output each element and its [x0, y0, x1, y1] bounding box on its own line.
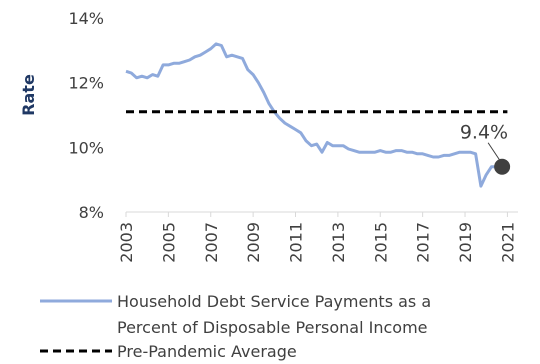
- y-tick-label: 10%: [68, 138, 104, 157]
- legend: Household Debt Service Payments as a Perc…: [40, 292, 431, 361]
- y-axis-label: Rate: [19, 74, 38, 116]
- y-axis-ticks: 8% 10% 12% 14%: [68, 9, 104, 222]
- annotation-leader: [487, 142, 501, 162]
- x-tick-label: 2003: [117, 222, 136, 263]
- series-line-debt-service: [125, 42, 503, 188]
- y-tick-label: 8%: [79, 203, 104, 222]
- legend-label-pre-pandemic-average: Pre-Pandemic Average: [117, 342, 297, 361]
- y-tick-label: 12%: [68, 74, 104, 93]
- annotation-marker: [494, 158, 511, 175]
- annotation-layer: 9.4%: [460, 122, 511, 175]
- x-tick-label: 2011: [287, 222, 306, 263]
- legend-label-debt-service: Household Debt Service Payments as a Perc…: [117, 292, 431, 337]
- x-tick-label: 2015: [371, 222, 390, 263]
- x-tick-label: 2007: [202, 222, 221, 263]
- x-tick-label: 2005: [159, 222, 178, 263]
- x-tick-label: 2009: [244, 222, 263, 263]
- x-tick-label: 2013: [329, 222, 348, 263]
- x-tick-label: 2021: [498, 222, 517, 263]
- x-tick-label: 2017: [414, 222, 433, 263]
- annotation-label: 9.4%: [460, 122, 508, 144]
- y-tick-label: 14%: [68, 9, 104, 28]
- x-axis-ticks: 2003 2005 2007 2009 2011 2013 2015 2017 2019 2021: [117, 212, 517, 263]
- series-layer: [125, 42, 508, 188]
- x-tick-label: 2019: [456, 222, 475, 263]
